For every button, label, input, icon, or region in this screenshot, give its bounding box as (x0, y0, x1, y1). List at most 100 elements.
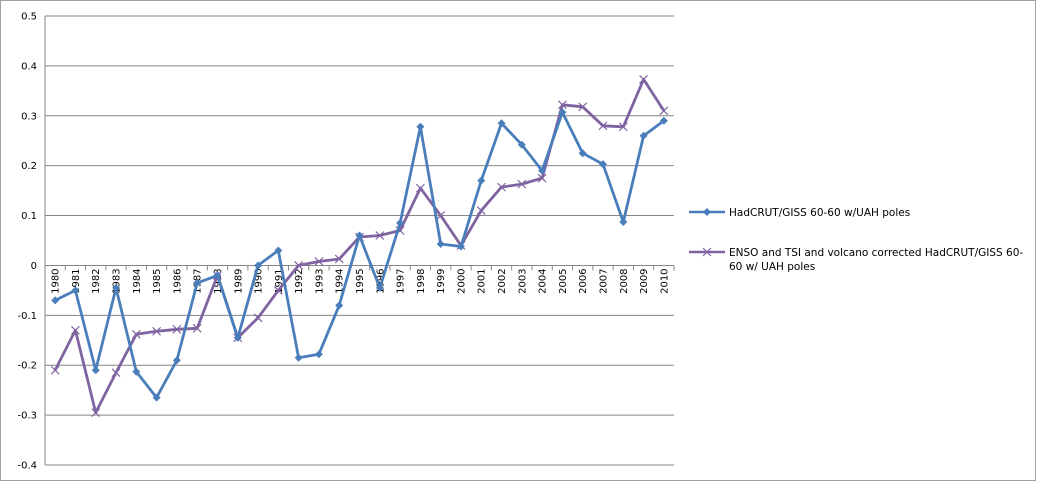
x-tick-label: 2001 (477, 268, 488, 293)
x-tick-label: 1990 (254, 268, 265, 293)
data-point-x (111, 368, 121, 378)
data-point-diamond (598, 160, 607, 169)
data-point-diamond (112, 283, 121, 292)
data-point-x (192, 323, 202, 333)
data-point-diamond (294, 353, 303, 362)
x-tick-label: 1998 (416, 268, 427, 293)
y-tick-label: 0.5 (21, 12, 37, 23)
data-point-diamond (456, 242, 465, 251)
y-tick-label: 0.4 (21, 61, 37, 72)
data-point-diamond (335, 301, 344, 310)
x-tick-label: 2003 (517, 268, 528, 293)
x-tick-label: 1989 (233, 268, 244, 293)
legend: HadCRUT/GISS 60-60 w/UAH poles ENSO and … (689, 207, 1027, 273)
data-point-x (537, 173, 547, 183)
data-point-diamond (254, 261, 263, 270)
legend-label: ENSO and TSI and volcano corrected HadCR… (729, 247, 1027, 273)
data-point-diamond (619, 218, 628, 227)
data-point-x (314, 257, 324, 266)
data-point-x (71, 325, 80, 335)
x-tick-label: 2004 (538, 268, 549, 293)
data-point-x (476, 206, 486, 215)
data-point-x (253, 313, 263, 323)
data-point-diamond (538, 166, 547, 175)
y-tick-label: -0.1 (17, 311, 37, 322)
data-point-diamond (396, 219, 405, 228)
data-point-diamond (436, 239, 445, 248)
x-tick-label: 1985 (152, 268, 163, 293)
data-point-diamond (375, 283, 384, 292)
legend-entry-series-2: ENSO and TSI and volcano corrected HadCR… (689, 247, 1027, 273)
data-point-x (618, 122, 628, 132)
data-point-diamond (578, 149, 587, 158)
data-point-diamond (639, 131, 648, 140)
data-point-x (436, 211, 446, 220)
series-layer (50, 74, 669, 418)
x-tick-label: 2010 (659, 268, 670, 293)
x-tick-label: 1992 (294, 268, 305, 293)
data-point-diamond (172, 356, 181, 365)
legend-label: HadCRUT/GISS 60-60 w/UAH poles (729, 207, 910, 219)
data-point-diamond (416, 122, 425, 131)
x-tick-label: 1999 (436, 268, 447, 293)
data-point-diamond (51, 296, 60, 305)
x-tick-label: 1986 (172, 268, 183, 293)
x-tick-label: 1980 (51, 268, 62, 293)
x-tick-label: 2006 (578, 268, 589, 293)
x-tick-label: 1981 (71, 268, 82, 293)
series-line (54, 110, 665, 400)
data-point-diamond (517, 140, 526, 149)
gridlines (45, 15, 674, 466)
data-point-diamond (477, 176, 486, 185)
x-tick-label: 1993 (314, 268, 325, 293)
data-point-x (294, 261, 304, 270)
x-axis: 1980198119821983198419851986198719881989… (45, 264, 675, 294)
x-tick-label: 1983 (112, 268, 123, 293)
data-point-x (659, 106, 669, 116)
x-tick-label: 2005 (558, 268, 569, 293)
y-axis: -0.4 -0.3 -0.2 -0.1 0 0.1 0.2 0.3 0.4 0.5 (17, 12, 46, 472)
x-tick-label: 2008 (619, 268, 630, 293)
x-tick-label: 1982 (91, 268, 102, 293)
data-point-diamond (659, 116, 668, 125)
x-tick-label: 1995 (355, 268, 366, 293)
x-tick-label: 1984 (132, 268, 143, 293)
data-point-x (172, 324, 182, 334)
data-point-x (415, 183, 425, 193)
data-point-diamond (91, 366, 100, 375)
data-point-x (598, 121, 608, 131)
data-point-diamond (193, 278, 202, 287)
y-tick-label: 0.3 (21, 111, 37, 122)
data-point-x (334, 254, 344, 264)
data-point-x (273, 285, 283, 295)
data-point-x (152, 326, 162, 336)
x-tick-label: 1994 (335, 268, 346, 293)
y-tick-label: -0.4 (17, 461, 37, 472)
data-point-x (131, 329, 141, 339)
y-tick-label: -0.3 (17, 411, 37, 422)
y-tick-label: 0.2 (21, 161, 37, 172)
x-tick-label: 2007 (598, 268, 609, 293)
y-tick-label: 0 (31, 261, 37, 272)
data-point-diamond (233, 333, 242, 342)
x-tick-label: 1997 (396, 268, 407, 293)
data-point-x (557, 100, 567, 110)
data-point-x (517, 179, 527, 189)
x-tick-label: 2002 (497, 268, 508, 293)
data-point-diamond (274, 246, 283, 255)
legend-entry-series-1: HadCRUT/GISS 60-60 w/UAH poles (689, 207, 910, 219)
data-point-diamond (314, 350, 323, 359)
y-tick-label: -0.2 (17, 361, 37, 372)
series-1 (51, 108, 668, 402)
data-point-x (50, 365, 60, 375)
data-point-diamond (558, 108, 567, 117)
series-line (53, 78, 666, 415)
data-point-diamond (132, 367, 141, 376)
data-point-x (497, 182, 506, 192)
data-point-x (639, 74, 648, 84)
y-tick-label: 0.1 (21, 211, 37, 222)
x-tick-label: 1991 (274, 268, 285, 293)
legend-swatch-x-marker (702, 247, 712, 257)
